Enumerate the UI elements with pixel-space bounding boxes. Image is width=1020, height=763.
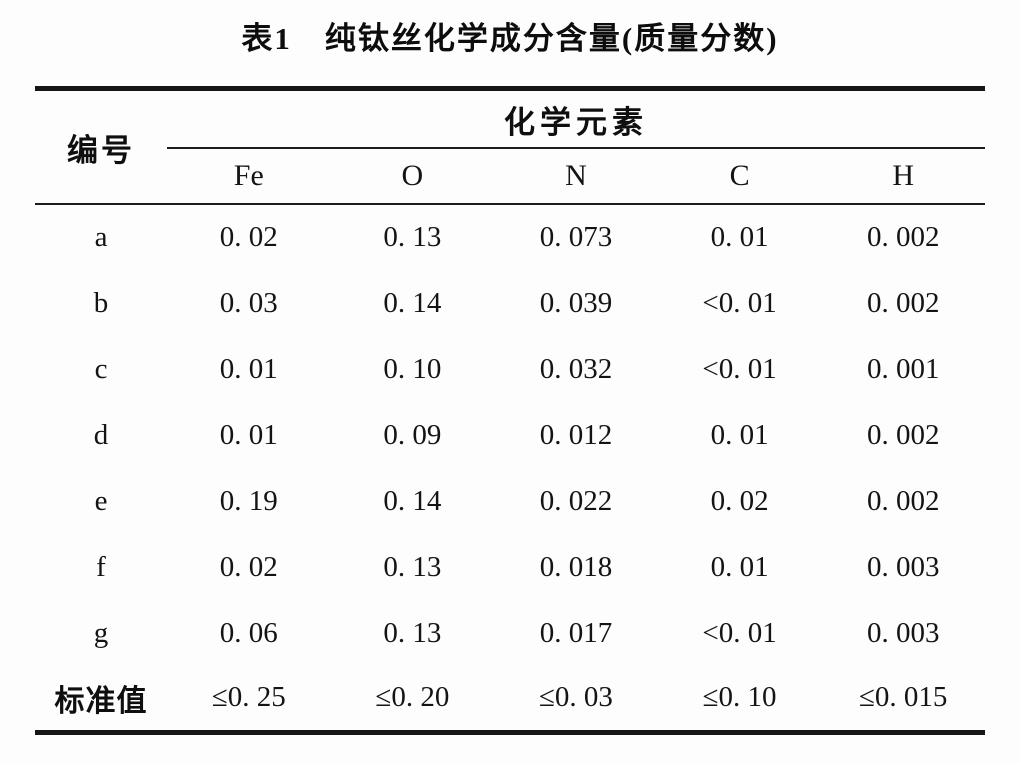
composition-table: 编号 化学元素 Fe O N C H a 0. 02 0. 13 0. 073 0. 01 0. … bbox=[35, 86, 985, 735]
value-cell: 0. 01 bbox=[710, 550, 769, 583]
value-cell: 0. 13 bbox=[383, 221, 442, 253]
table-row: e 0. 19 0. 14 0. 022 0. 02 0. 002 bbox=[35, 468, 985, 534]
header-row-elements: Fe O N C H bbox=[35, 148, 985, 205]
value-cell: 0. 19 bbox=[219, 484, 278, 517]
value-cell: 0. 032 bbox=[539, 352, 613, 385]
table-title: 表1 纯钛丝化学成分含量(质量分数) bbox=[241, 21, 779, 56]
value-cell: 0. 01 bbox=[710, 221, 769, 253]
value-cell: ≤0. 25 bbox=[211, 681, 286, 714]
table-row: a 0. 02 0. 13 0. 073 0. 01 0. 002 bbox=[35, 204, 985, 270]
value-cell: 0. 003 bbox=[866, 616, 940, 649]
value-cell: 0. 002 bbox=[866, 484, 940, 517]
table-row: c 0. 01 0. 10 0. 032 <0. 01 0. 001 bbox=[35, 336, 985, 402]
row-label: a bbox=[94, 221, 108, 253]
value-cell: 0. 003 bbox=[866, 550, 940, 583]
row-label: g bbox=[93, 616, 109, 649]
value-cell: 0. 03 bbox=[219, 286, 278, 319]
row-label: c bbox=[94, 352, 108, 385]
row-label: b bbox=[93, 286, 109, 319]
value-cell: 0. 022 bbox=[539, 484, 613, 517]
table-header: 编号 化学元素 Fe O N C H bbox=[35, 88, 985, 205]
value-cell: 0. 001 bbox=[866, 352, 940, 385]
row-label: f bbox=[96, 550, 106, 583]
value-cell: 0. 13 bbox=[383, 550, 442, 583]
value-cell: <0. 01 bbox=[702, 286, 777, 319]
table-row: g 0. 06 0. 13 0. 017 <0. 01 0. 003 bbox=[35, 600, 985, 666]
table-body: a 0. 02 0. 13 0. 073 0. 01 0. 002 b 0. 03 0. 14 0… bbox=[35, 204, 985, 732]
value-cell: ≤0. 015 bbox=[858, 681, 948, 714]
value-cell: 0. 10 bbox=[383, 352, 442, 385]
table-row: f 0. 02 0. 13 0. 018 0. 01 0. 003 bbox=[35, 534, 985, 600]
row-label: e bbox=[94, 484, 108, 517]
value-cell: 0. 017 bbox=[539, 616, 613, 649]
column-header-o: O bbox=[330, 148, 495, 205]
value-cell: 0. 073 bbox=[539, 221, 613, 253]
table-row: d 0. 01 0. 09 0. 012 0. 01 0. 002 bbox=[35, 402, 985, 468]
value-cell: 0. 018 bbox=[539, 550, 613, 583]
value-cell: 0. 01 bbox=[219, 352, 278, 385]
table-row: b 0. 03 0. 14 0. 039 <0. 01 0. 002 bbox=[35, 270, 985, 336]
value-cell: 0. 02 bbox=[219, 221, 278, 253]
value-cell: 0. 02 bbox=[710, 484, 769, 517]
value-cell: ≤0. 20 bbox=[375, 681, 450, 714]
value-cell: 0. 01 bbox=[219, 418, 278, 451]
value-cell: 0. 012 bbox=[539, 418, 613, 451]
value-cell: 0. 06 bbox=[219, 616, 278, 649]
value-cell: ≤0. 10 bbox=[702, 681, 777, 714]
value-cell: 0. 13 bbox=[383, 616, 442, 649]
value-cell: ≤0. 03 bbox=[539, 681, 613, 714]
value-cell: 0. 09 bbox=[383, 418, 442, 451]
value-cell: 0. 01 bbox=[710, 418, 769, 451]
value-cell: <0. 01 bbox=[702, 352, 777, 385]
value-cell: 0. 039 bbox=[539, 286, 613, 319]
row-label: 标准值 bbox=[54, 684, 148, 718]
value-cell: 0. 002 bbox=[866, 286, 940, 319]
value-cell: 0. 14 bbox=[383, 484, 442, 517]
value-cell: 0. 002 bbox=[866, 418, 940, 451]
column-header-fe: Fe bbox=[167, 148, 331, 205]
value-cell: 0. 14 bbox=[383, 286, 442, 319]
value-cell: 0. 02 bbox=[219, 550, 278, 583]
group-header-chemical-elements: 化学元素 bbox=[167, 88, 985, 149]
value-cell: <0. 01 bbox=[702, 616, 777, 649]
column-header-n: N bbox=[494, 148, 658, 205]
column-header-h: H bbox=[821, 148, 985, 205]
column-header-c: C bbox=[657, 148, 822, 205]
corner-header-number: 编号 bbox=[35, 88, 167, 205]
table-row: 标准值 ≤0. 25 ≤0. 20 ≤0. 03 ≤0. 10 ≤0. 015 bbox=[35, 666, 985, 732]
value-cell: 0. 002 bbox=[866, 221, 940, 253]
row-label: d bbox=[93, 418, 109, 451]
header-row-group: 编号 化学元素 bbox=[35, 88, 985, 205]
